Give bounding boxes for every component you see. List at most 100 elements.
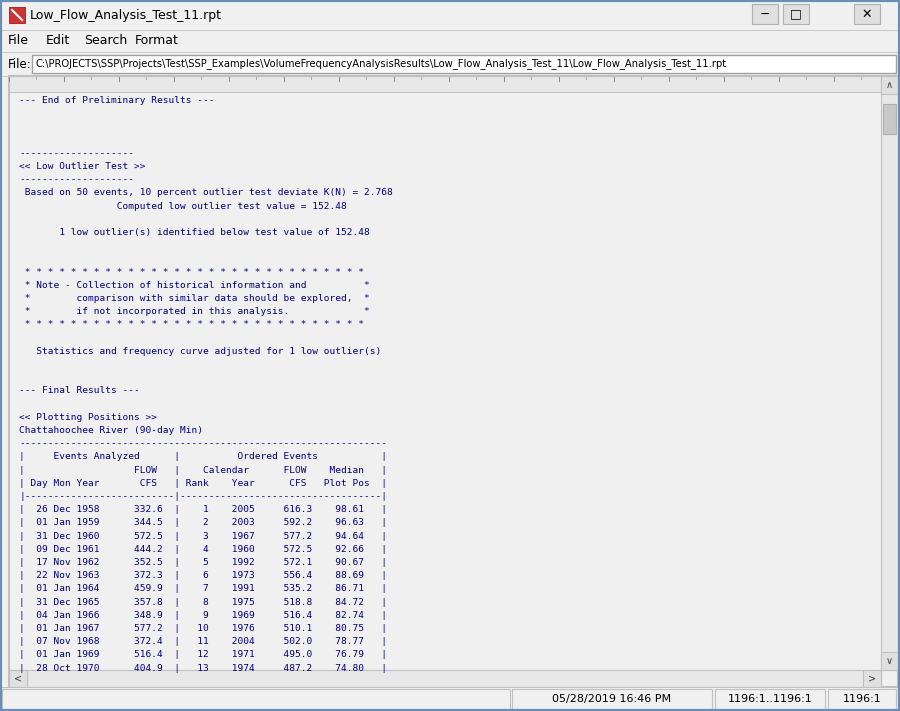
Bar (696, 77, 697, 80)
Bar (0, 687, 900, 688)
Text: --------------------: -------------------- (19, 149, 134, 158)
Bar (256, 77, 257, 80)
Bar (229, 77, 230, 82)
Bar (586, 77, 587, 80)
Bar (863, 670, 881, 687)
Text: Based on 50 events, 10 percent outlier test deviate K(N) = 2.768: Based on 50 events, 10 percent outlier t… (19, 188, 392, 198)
Bar (715, 689, 825, 709)
Bar (0, 52, 900, 76)
Bar (119, 77, 120, 82)
Text: |  01 Jan 1964      459.9  |    7    1991     535.2    86.71   |: | 01 Jan 1964 459.9 | 7 1991 535.2 86.71… (19, 584, 387, 594)
Text: Search: Search (84, 35, 127, 48)
Bar (36, 77, 37, 80)
Text: ∧: ∧ (886, 80, 893, 90)
Text: 1196:1: 1196:1 (842, 694, 881, 704)
Text: * Note - Collection of historical information and          *: * Note - Collection of historical inform… (19, 281, 370, 290)
Bar (201, 77, 202, 80)
Bar (174, 77, 175, 82)
Bar (366, 77, 367, 80)
Text: 1196:1..1196:1: 1196:1..1196:1 (727, 694, 813, 704)
Text: --------------------: -------------------- (19, 175, 134, 184)
Text: | Day Mon Year       CFS   | Rank    Year      CFS   Plot Pos  |: | Day Mon Year CFS | Rank Year CFS Plot … (19, 479, 387, 488)
Bar (641, 77, 642, 80)
Text: |  01 Jan 1959      344.5  |    2    2003     592.2    96.63   |: | 01 Jan 1959 344.5 | 2 2003 592.2 96.63… (19, 518, 387, 528)
Bar (881, 76, 898, 670)
Text: Edit: Edit (46, 35, 70, 48)
Text: *        comparison with similar data should be explored,  *: * comparison with similar data should be… (19, 294, 370, 303)
Bar (834, 77, 835, 82)
Text: ✕: ✕ (862, 8, 872, 21)
Text: --- Final Results ---: --- Final Results --- (19, 386, 140, 395)
Bar (9, 76, 881, 92)
Text: □: □ (790, 8, 802, 21)
Bar (861, 77, 862, 80)
Text: ∨: ∨ (886, 656, 893, 666)
Bar (0, 30, 900, 31)
Bar (724, 77, 725, 82)
Bar (854, 4, 880, 24)
Text: |  09 Dec 1961      444.2  |    4    1960     572.5    92.66   |: | 09 Dec 1961 444.2 | 4 1960 572.5 92.66… (19, 545, 387, 554)
Bar (752, 4, 778, 24)
Bar (512, 689, 712, 709)
Text: |  01 Jan 1969      516.4  |   12    1971     495.0    76.79   |: | 01 Jan 1969 516.4 | 12 1971 495.0 76.7… (19, 651, 387, 659)
Text: |  01 Jan 1967      577.2  |   10    1976     510.1    80.75   |: | 01 Jan 1967 577.2 | 10 1976 510.1 80.7… (19, 624, 387, 633)
Bar (2, 689, 510, 709)
Text: |  31 Dec 1960      572.5  |    3    1967     577.2    94.64   |: | 31 Dec 1960 572.5 | 3 1967 577.2 94.64… (19, 532, 387, 540)
Bar (0, 30, 900, 52)
Bar (0, 52, 900, 53)
Bar (883, 104, 896, 134)
Bar (91, 77, 92, 80)
Bar (881, 652, 898, 670)
Text: |  17 Nov 1962      352.5  |    5    1992     572.1    90.67   |: | 17 Nov 1962 352.5 | 5 1992 572.1 90.67… (19, 558, 387, 567)
Bar (476, 77, 477, 80)
Bar (531, 77, 532, 80)
Bar (449, 77, 450, 82)
Bar (284, 77, 285, 82)
Bar (311, 77, 312, 80)
Bar (64, 77, 65, 82)
Bar (559, 77, 560, 82)
Bar (9, 670, 881, 687)
Bar (504, 77, 505, 82)
Text: << Low Outlier Test >>: << Low Outlier Test >> (19, 162, 146, 171)
Bar (421, 77, 422, 80)
Bar (0, 687, 900, 711)
Text: 05/28/2019 16:46 PM: 05/28/2019 16:46 PM (553, 694, 671, 704)
Text: * * * * * * * * * * * * * * * * * * * * * * * * * * * * * *: * * * * * * * * * * * * * * * * * * * * … (19, 321, 364, 329)
Text: Chattahoochee River (90-day Min): Chattahoochee River (90-day Min) (19, 426, 203, 435)
Bar (146, 77, 147, 80)
Bar (751, 77, 752, 80)
Text: ----------------------------------------------------------------: ----------------------------------------… (19, 439, 387, 448)
Text: << Plotting Positions >>: << Plotting Positions >> (19, 413, 157, 422)
Bar (614, 77, 615, 82)
Text: C:\PROJECTS\SSP\Projects\Test\SSP_Examples\VolumeFrequencyAnalysisResults\Low_Fl: C:\PROJECTS\SSP\Projects\Test\SSP_Exampl… (36, 58, 727, 70)
Text: File:: File: (8, 58, 32, 70)
Text: |  31 Dec 1965      357.8  |    8    1975     518.8    84.72   |: | 31 Dec 1965 357.8 | 8 1975 518.8 84.72… (19, 598, 387, 606)
Text: −: − (760, 8, 770, 21)
Text: <: < (14, 673, 22, 683)
Text: 1 low outlier(s) identified below test value of 152.48: 1 low outlier(s) identified below test v… (19, 228, 370, 237)
Bar (806, 77, 807, 80)
Text: |  07 Nov 1968      372.4  |   11    2004     502.0    78.77   |: | 07 Nov 1968 372.4 | 11 2004 502.0 78.7… (19, 637, 387, 646)
Text: File: File (8, 35, 29, 48)
Text: |--------------------------|-----------------------------------|: |--------------------------|------------… (19, 492, 387, 501)
Text: |  04 Jan 1966      348.9  |    9    1969     516.4    82.74   |: | 04 Jan 1966 348.9 | 9 1969 516.4 82.74… (19, 611, 387, 620)
Bar (9, 76, 898, 687)
Bar (828, 689, 896, 709)
Text: |                   FLOW   |    Calendar      FLOW    Median   |: | FLOW | Calendar FLOW Median | (19, 466, 387, 475)
Bar (0, 0, 900, 1)
Text: Format: Format (135, 35, 179, 48)
Text: Statistics and frequency curve adjusted for 1 low outlier(s): Statistics and frequency curve adjusted … (19, 347, 382, 356)
Bar (394, 77, 395, 82)
Text: |  26 Dec 1958      332.6  |    1    2005     616.3    98.61   |: | 26 Dec 1958 332.6 | 1 2005 616.3 98.61… (19, 506, 387, 514)
Bar (0, 0, 900, 30)
Bar (0, 76, 900, 77)
Text: Computed low outlier test value = 152.48: Computed low outlier test value = 152.48 (19, 202, 346, 210)
Bar (32, 55, 896, 73)
Bar (669, 77, 670, 82)
Bar (881, 76, 898, 94)
Bar (9, 670, 27, 687)
Text: *        if not incorporated in this analysis.             *: * if not incorporated in this analysis. … (19, 307, 370, 316)
Bar (783, 4, 809, 24)
Text: >: > (868, 673, 876, 683)
